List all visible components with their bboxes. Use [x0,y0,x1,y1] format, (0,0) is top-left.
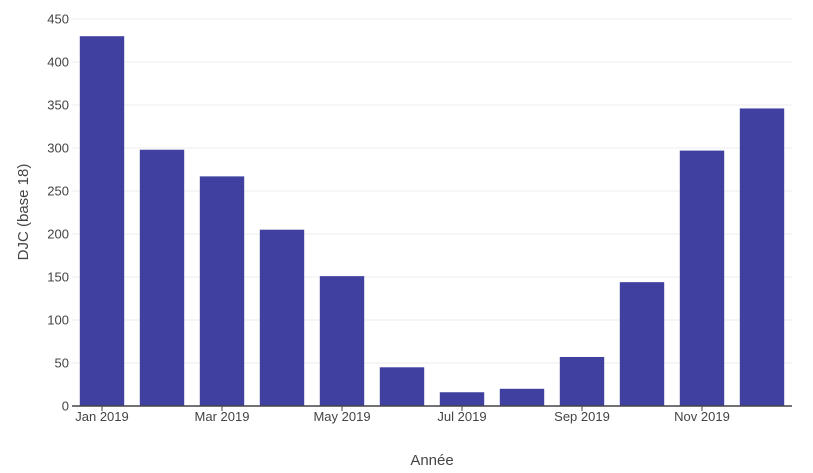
y-tick-label: 100 [47,313,69,328]
bar-jan-2019[interactable] [79,36,125,406]
y-tick-label: 400 [47,55,69,70]
grid-lines [72,18,792,364]
bar-jul-2019[interactable] [439,392,485,406]
bar-may-2019[interactable] [319,276,365,406]
bar-jun-2019[interactable] [379,367,425,406]
y-tick-label: 50 [55,356,69,371]
bar-apr-2019[interactable] [259,229,305,406]
x-tick-label: Mar 2019 [195,409,250,424]
x-tick-label: Sep 2019 [554,409,610,424]
bar-aug-2019[interactable] [499,388,545,406]
y-tick-label: 300 [47,141,69,156]
bar-nov-2019[interactable] [679,150,725,406]
axes [72,405,792,411]
x-tick-label: Jul 2019 [437,409,486,424]
bar-oct-2019[interactable] [619,282,665,406]
x-tick-label: May 2019 [313,409,370,424]
y-tick-label: 0 [62,399,69,414]
y-tick-label: 150 [47,270,69,285]
labels: 0 50 100 150 200 250 300 350 400 450 Jan 2019 Mar 2… [47,12,730,425]
y-tick-label: 450 [47,12,69,27]
bar-dec-2019[interactable] [739,108,785,406]
x-tick-label: Jan 2019 [75,409,129,424]
y-tick-label: 250 [47,184,69,199]
x-axis-title: Année [410,452,453,469]
y-tick-label: 200 [47,227,69,242]
x-tick-label: Nov 2019 [674,409,730,424]
y-axis-title: DJC (base 18) [15,164,32,261]
bar-feb-2019[interactable] [139,149,185,406]
bar-sep-2019[interactable] [559,356,605,406]
bars [79,36,785,406]
bar-mar-2019[interactable] [199,176,245,406]
y-tick-label: 350 [47,98,69,113]
